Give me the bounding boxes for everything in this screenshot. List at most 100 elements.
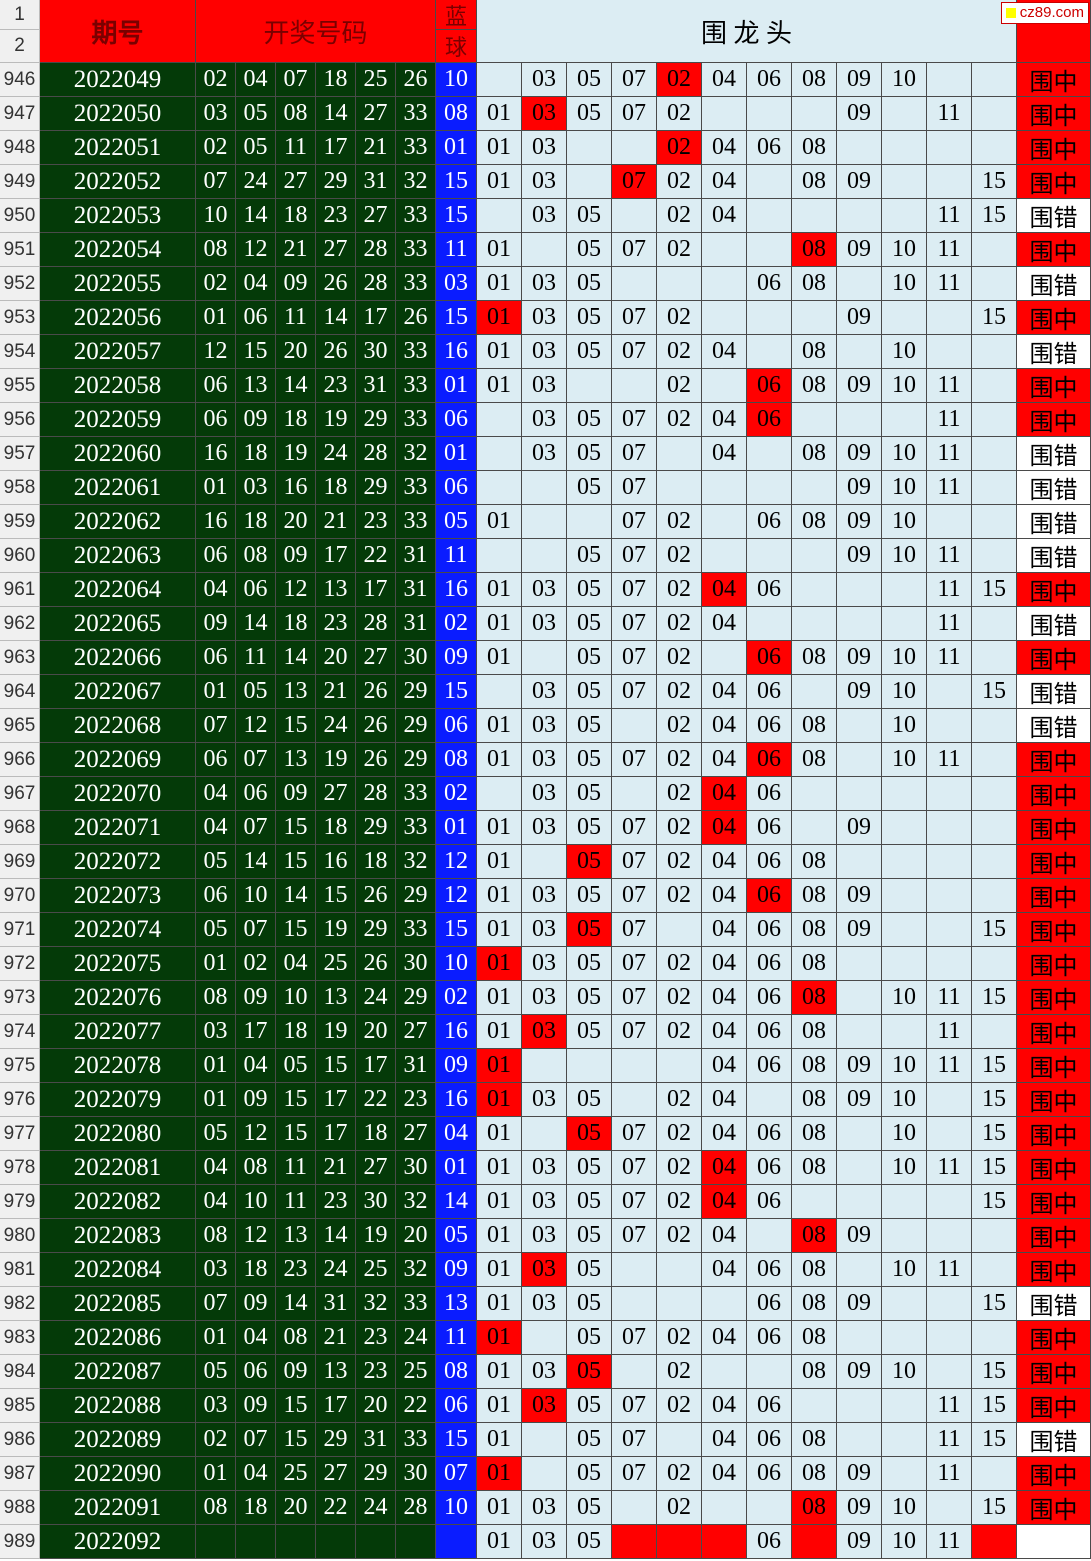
drawn-number: 18 — [236, 1253, 276, 1287]
dragon-cell: 06 — [747, 811, 792, 845]
dragon-cell: 01 — [477, 947, 522, 981]
drawn-number: 30 — [356, 335, 396, 369]
dragon-cell: 11 — [927, 199, 972, 233]
drawn-number: 31 — [356, 1423, 396, 1457]
dragon-cell: 06 — [747, 913, 792, 947]
row-number: 962 — [0, 607, 40, 641]
drawn-number: 19 — [276, 437, 316, 471]
dragon-cell — [927, 165, 972, 199]
drawn-number: 23 — [316, 369, 356, 403]
dragon-cell: 04 — [702, 607, 747, 641]
drawn-number: 11 — [276, 1151, 316, 1185]
drawn-number: 06 — [236, 1355, 276, 1389]
drawn-number: 25 — [356, 63, 396, 97]
dragon-cell: 04 — [702, 1015, 747, 1049]
dragon-cell: 02 — [657, 947, 702, 981]
dragon-cell: 11 — [927, 471, 972, 505]
dragon-cell: 03 — [522, 1015, 567, 1049]
drawn-number: 23 — [356, 1355, 396, 1389]
blue-ball — [436, 1525, 477, 1559]
dragon-cell: 01 — [477, 1253, 522, 1287]
row-number: 961 — [0, 573, 40, 607]
result: 围错 — [1017, 199, 1091, 233]
dragon-cell: 04 — [702, 1083, 747, 1117]
dragon-cell: 03 — [522, 913, 567, 947]
row-number: 963 — [0, 641, 40, 675]
blue-ball: 09 — [436, 1253, 477, 1287]
drawn-number: 17 — [316, 1117, 356, 1151]
drawn-number: 32 — [396, 165, 436, 199]
drawn-number: 27 — [356, 641, 396, 675]
dragon-cell: 07 — [612, 947, 657, 981]
dragon-cell: 05 — [567, 947, 612, 981]
dragon-cell: 06 — [747, 879, 792, 913]
drawn-number: 07 — [236, 913, 276, 947]
dragon-cell — [837, 1117, 882, 1151]
row-number: 973 — [0, 981, 40, 1015]
dragon-cell — [612, 1049, 657, 1083]
dragon-cell — [972, 97, 1017, 131]
dragon-cell: 01 — [477, 1219, 522, 1253]
dragon-cell: 02 — [657, 1151, 702, 1185]
dragon-cell — [747, 233, 792, 267]
dragon-cell: 15 — [972, 1117, 1017, 1151]
dragon-cell — [477, 471, 522, 505]
drawn-number: 25 — [356, 1253, 396, 1287]
dragon-cell: 05 — [567, 1015, 612, 1049]
drawn-number: 31 — [356, 369, 396, 403]
blue-ball: 06 — [436, 1389, 477, 1423]
result: 围中 — [1017, 1491, 1091, 1525]
dragon-cell — [522, 1457, 567, 1491]
dragon-cell: 01 — [477, 1015, 522, 1049]
dragon-cell: 02 — [657, 1355, 702, 1389]
drawn-number: 19 — [316, 743, 356, 777]
drawn-number: 05 — [236, 97, 276, 131]
drawn-number: 13 — [276, 675, 316, 709]
blue-ball: 16 — [436, 335, 477, 369]
dragon-cell: 10 — [882, 1253, 927, 1287]
drawn-number: 32 — [396, 1253, 436, 1287]
issue: 2022064 — [40, 573, 196, 607]
dragon-cell: 02 — [657, 1083, 702, 1117]
row-number: 960 — [0, 539, 40, 573]
drawn-number: 27 — [276, 165, 316, 199]
dragon-cell: 04 — [702, 63, 747, 97]
drawn-number: 15 — [316, 1049, 356, 1083]
result: 围中 — [1017, 403, 1091, 437]
row-number: 964 — [0, 675, 40, 709]
drawn-number: 16 — [316, 845, 356, 879]
drawn-number: 28 — [356, 437, 396, 471]
dragon-cell: 01 — [477, 1457, 522, 1491]
dragon-cell: 02 — [657, 403, 702, 437]
issue: 2022051 — [40, 131, 196, 165]
drawn-number: 21 — [356, 131, 396, 165]
row-number: 978 — [0, 1151, 40, 1185]
dragon-cell: 09 — [837, 165, 882, 199]
dragon-cell: 09 — [837, 1049, 882, 1083]
dragon-cell: 01 — [477, 1321, 522, 1355]
dragon-cell: 05 — [567, 1287, 612, 1321]
drawn-number: 06 — [196, 641, 236, 675]
row-number: 951 — [0, 233, 40, 267]
dragon-cell: 05 — [567, 743, 612, 777]
dragon-cell: 02 — [657, 131, 702, 165]
dragon-cell — [702, 301, 747, 335]
dragon-cell: 15 — [972, 1423, 1017, 1457]
drawn-number: 22 — [356, 539, 396, 573]
drawn-number: 19 — [316, 1015, 356, 1049]
drawn-number: 01 — [196, 301, 236, 335]
dragon-cell: 02 — [657, 63, 702, 97]
drawn-number: 12 — [236, 233, 276, 267]
dragon-cell — [657, 437, 702, 471]
blue-ball: 10 — [436, 63, 477, 97]
dragon-cell: 10 — [882, 267, 927, 301]
dragon-cell: 01 — [477, 845, 522, 879]
dragon-cell: 07 — [612, 607, 657, 641]
drawn-number: 29 — [396, 709, 436, 743]
dragon-cell: 04 — [702, 131, 747, 165]
dragon-cell: 05 — [567, 97, 612, 131]
dragon-cell: 11 — [927, 1525, 972, 1559]
drawn-number: 07 — [196, 1287, 236, 1321]
dragon-cell — [657, 1287, 702, 1321]
dragon-cell: 07 — [612, 539, 657, 573]
